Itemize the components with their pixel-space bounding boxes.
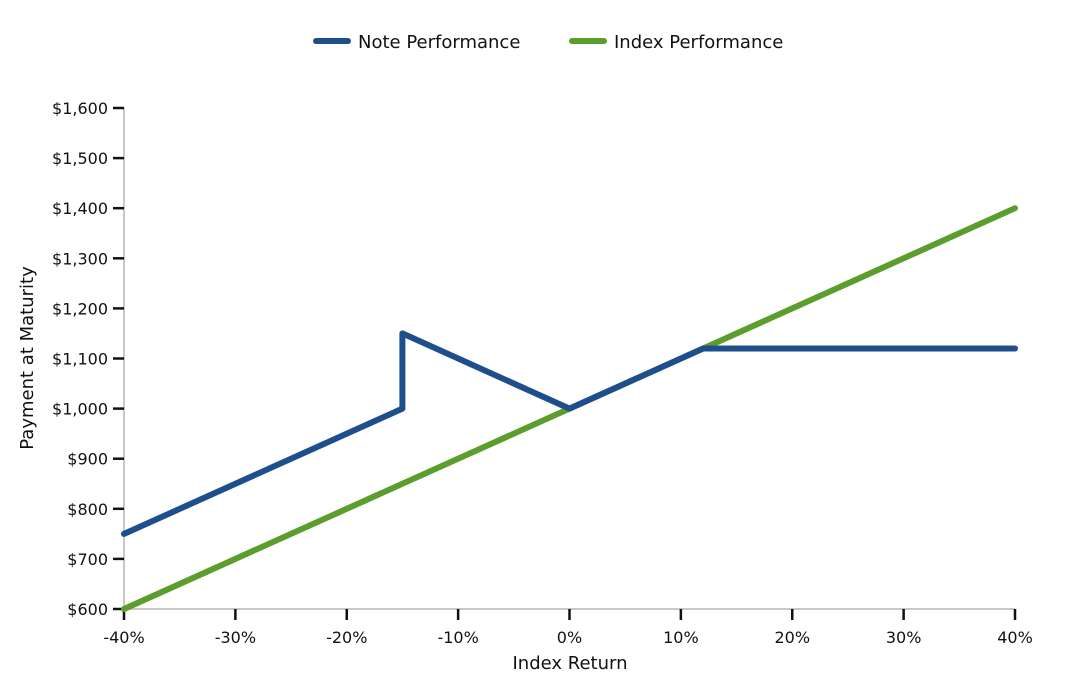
x-tick-label: -30% [215, 628, 256, 647]
y-tick-label: $1,300 [52, 249, 108, 268]
x-tick-label: 20% [774, 628, 810, 647]
y-tick-label: $1,200 [52, 299, 108, 318]
y-tick-label: $900 [67, 450, 108, 469]
x-tick-label: 10% [663, 628, 699, 647]
y-tick-label: $700 [67, 550, 108, 569]
y-tick-label: $600 [67, 600, 108, 619]
x-axis: -40% -30% -20% -10% 0% 10% 20% 30% 40% [103, 608, 1033, 647]
y-axis: $600 $700 $800 $900 $1,000 $1,100 $1,200 $1,300… [52, 99, 125, 619]
y-tick-label: $1,400 [52, 199, 108, 218]
legend-label-index-performance: Index Performance [614, 32, 783, 53]
legend: Note Performance Index Performance [313, 32, 783, 53]
y-tick-label: $1,000 [52, 400, 108, 419]
series-line-note-performance [121, 330, 1018, 537]
x-tick-label: 30% [886, 628, 922, 647]
x-tick-label: 0% [557, 628, 582, 647]
plot-area [121, 205, 1018, 612]
y-tick-label: $800 [67, 500, 108, 519]
x-tick-label: 40% [997, 628, 1033, 647]
y-axis-title: Payment at Maturity [17, 266, 38, 450]
y-tick-label: $1,100 [52, 350, 108, 369]
x-tick-label: -10% [437, 628, 478, 647]
y-tick-label: $1,600 [52, 99, 108, 118]
x-tick-label: -40% [103, 628, 144, 647]
x-tick-label: -20% [326, 628, 367, 647]
legend-label-note-performance: Note Performance [358, 32, 520, 53]
y-tick-label: $1,500 [52, 149, 108, 168]
x-axis-title: Index Return [512, 653, 627, 674]
